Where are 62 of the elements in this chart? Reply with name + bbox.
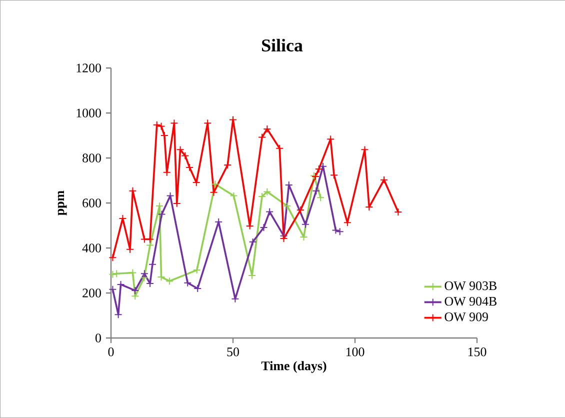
point — [166, 277, 174, 286]
point — [108, 285, 117, 294]
point — [332, 226, 340, 234]
point — [108, 254, 117, 262]
point — [148, 260, 156, 268]
y-tick-label: 0 — [96, 334, 101, 342]
point — [194, 284, 202, 292]
y-axis-title: ppm — [58, 190, 67, 216]
point — [266, 208, 274, 216]
point — [301, 220, 310, 228]
point — [380, 176, 388, 184]
y-tick-label: 1200 — [76, 64, 101, 72]
point — [263, 188, 272, 196]
point — [186, 163, 194, 172]
point — [192, 266, 201, 274]
point — [211, 180, 220, 188]
x-axis-title: Time (days) — [261, 361, 326, 373]
point — [296, 206, 305, 214]
point — [184, 278, 192, 287]
point — [260, 224, 268, 232]
point — [280, 234, 288, 243]
legend-label: OW 909 — [444, 312, 488, 322]
point — [224, 160, 232, 169]
point — [140, 270, 148, 278]
point — [336, 228, 344, 236]
point — [394, 208, 402, 216]
x-tick-label: 150 — [468, 348, 486, 356]
y-tick-label: 800 — [82, 154, 101, 162]
point — [248, 238, 257, 246]
point — [160, 132, 168, 140]
point — [258, 192, 266, 200]
point — [312, 186, 320, 195]
point — [258, 133, 266, 142]
point — [283, 202, 292, 210]
y-tick-label: 1000 — [76, 108, 101, 118]
point — [146, 241, 154, 250]
point — [108, 270, 117, 278]
point — [230, 192, 238, 200]
point — [158, 210, 166, 218]
point — [166, 192, 174, 200]
chart-title: Silica — [262, 38, 303, 52]
point — [314, 165, 323, 174]
y-tick-label: 400 — [82, 244, 101, 252]
point — [210, 188, 218, 196]
point — [231, 294, 240, 303]
x-tick-label: 100 — [346, 348, 364, 356]
point — [316, 194, 325, 202]
point — [131, 292, 140, 300]
legend-label: OW 903B — [444, 281, 496, 290]
point — [140, 274, 148, 282]
y-tick-label: 200 — [82, 288, 101, 298]
point — [365, 203, 374, 212]
x-tick-label: 0 — [108, 348, 114, 356]
point — [192, 178, 200, 187]
point — [263, 124, 272, 133]
point — [330, 171, 338, 180]
point — [146, 280, 154, 288]
point — [131, 286, 140, 295]
point — [300, 232, 308, 241]
y-tick-label: 600 — [82, 198, 101, 208]
x-tick-label: 50 — [227, 348, 239, 356]
legend-label: OW 904B — [444, 296, 496, 306]
